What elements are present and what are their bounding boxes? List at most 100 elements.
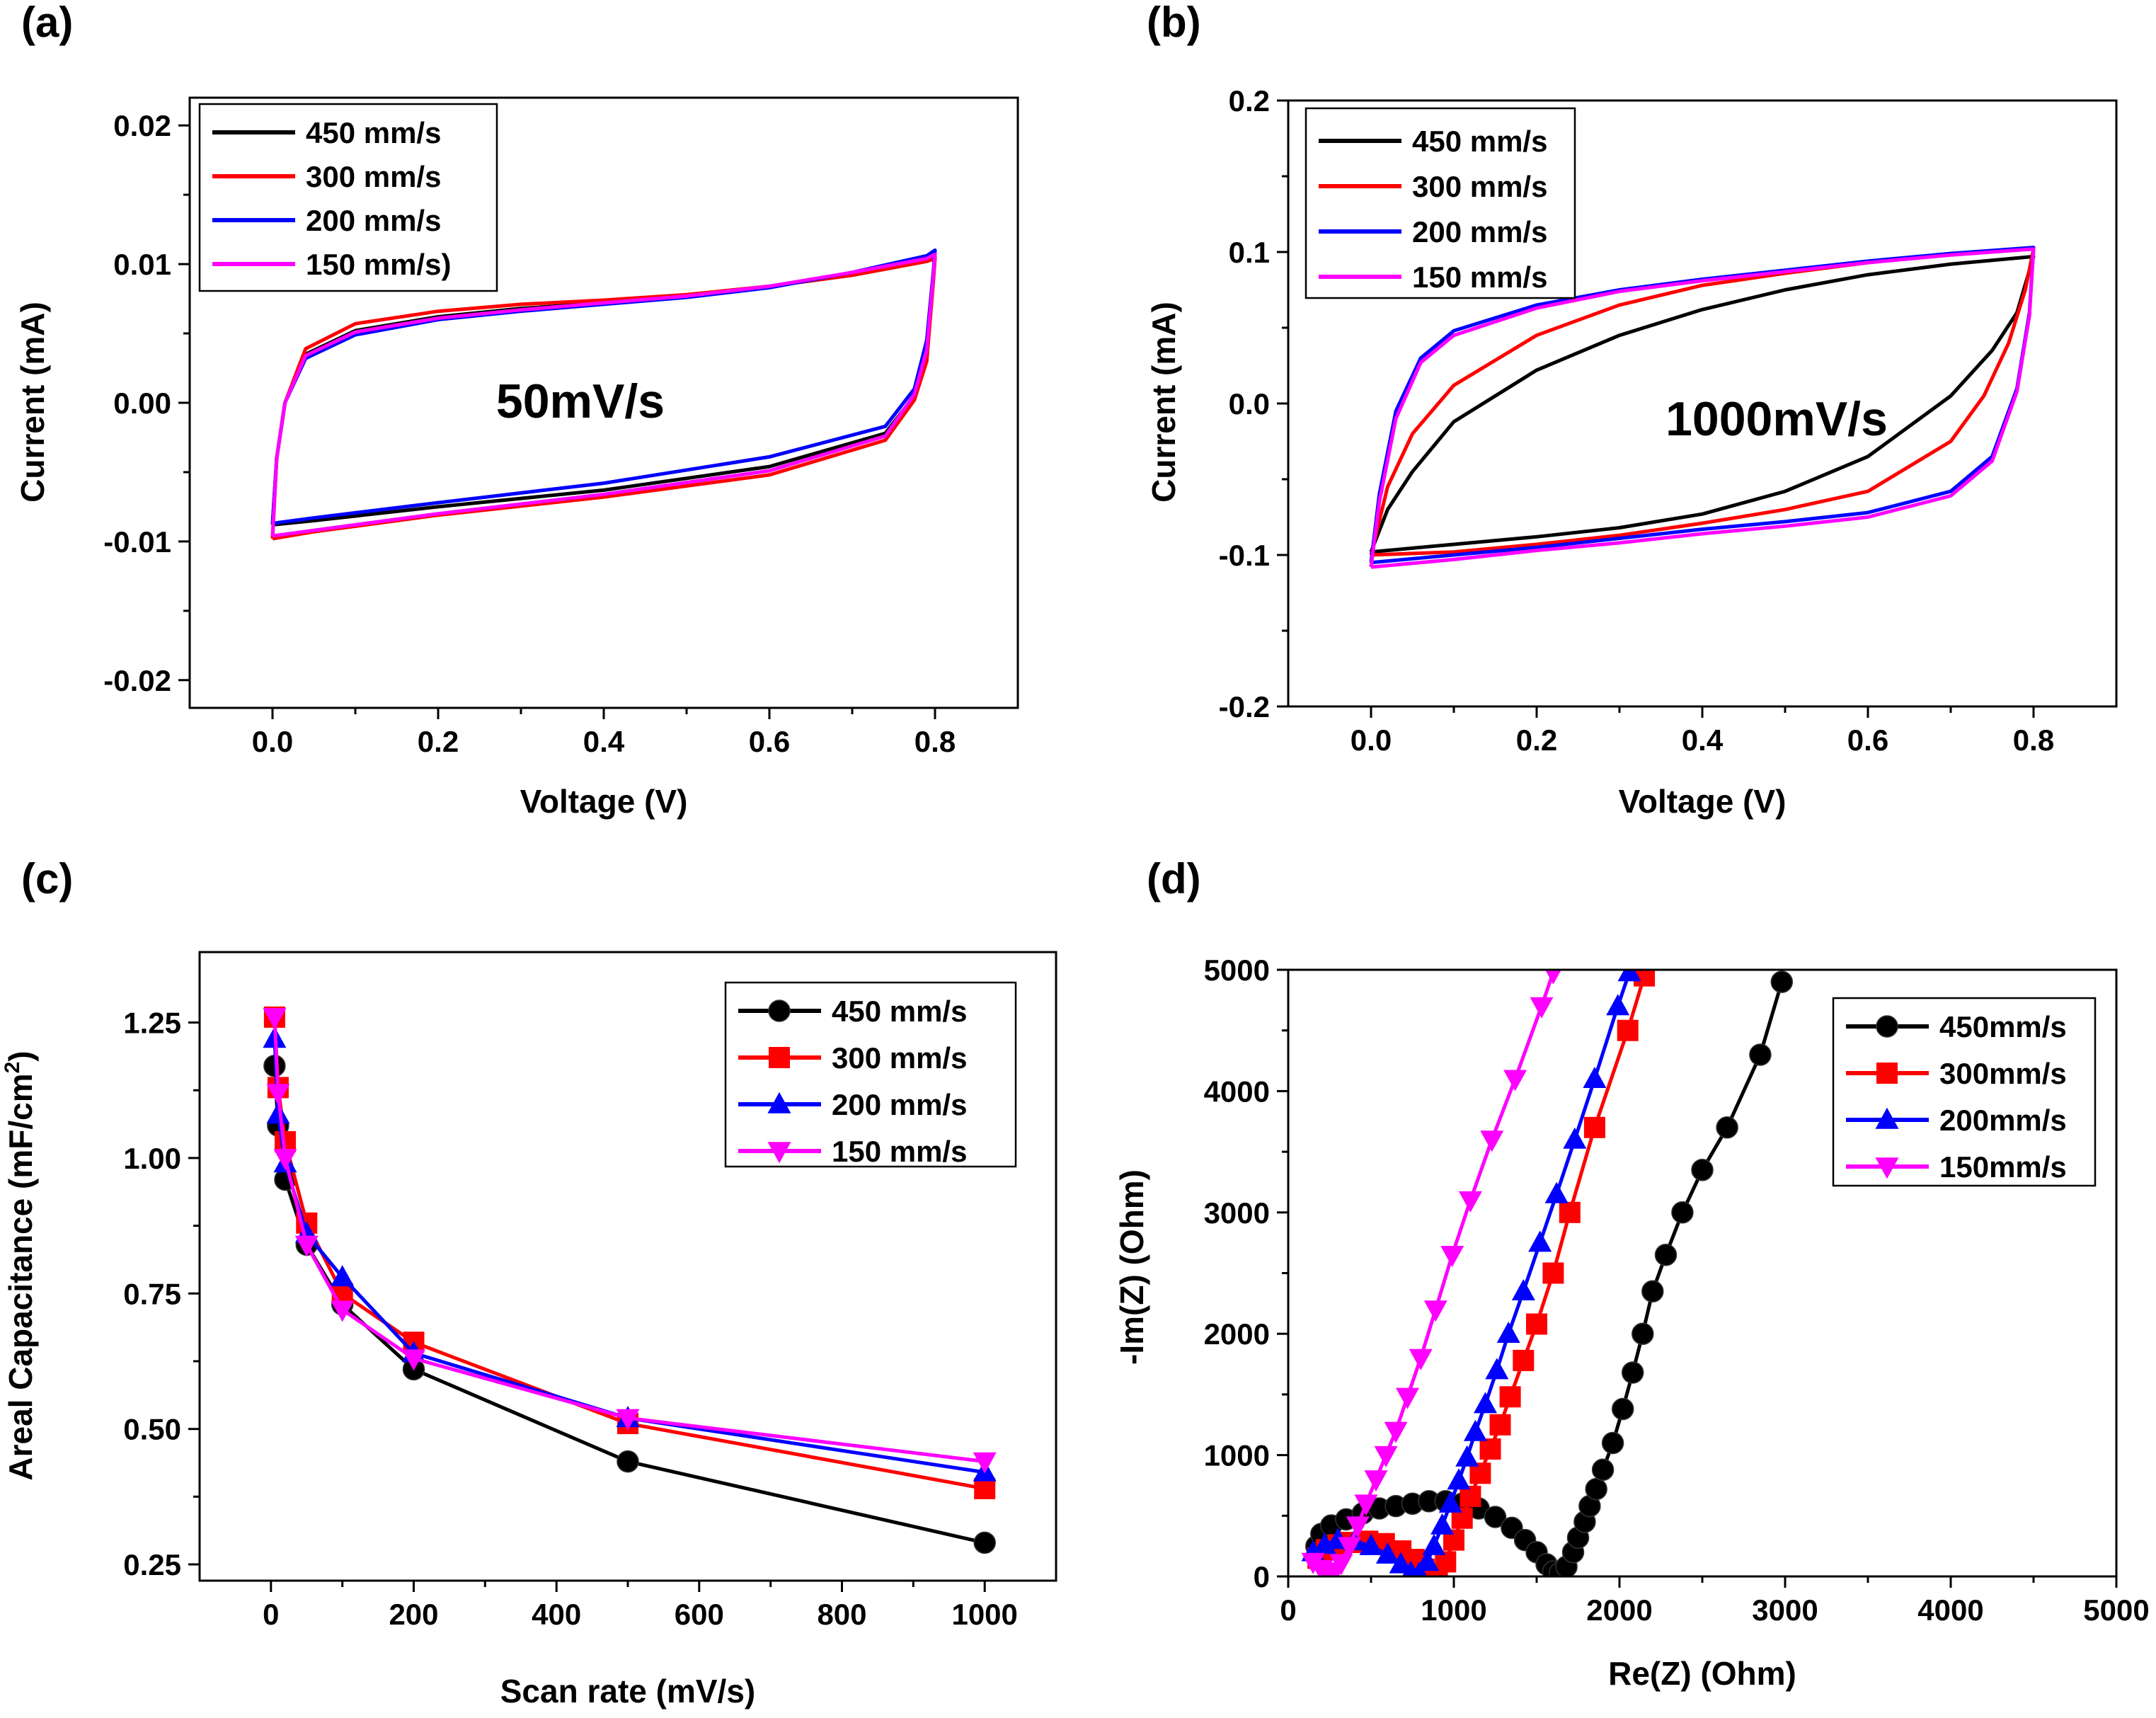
y-tick-label: 0.1	[1229, 236, 1270, 269]
legend-label-2: 300mm/s	[1939, 1057, 2067, 1090]
data-point-3-13	[1438, 1491, 1462, 1513]
x-tick-label: 0.6	[1847, 723, 1888, 757]
y-axis-label: Areal Capacitance (mF/cm2)	[1, 1050, 39, 1480]
data-point-4-5	[1329, 1554, 1353, 1576]
chart-a: 0.0 0.2 0.4 0.6 0.8 -0.02 -0.01 0.00 0.01 0.02 Vol…	[14, 96, 1019, 820]
series-line-4	[273, 1017, 985, 1464]
data-point-3-12	[1430, 1513, 1455, 1535]
data-point-2-17	[1479, 1438, 1501, 1460]
data-point-1-37	[1770, 970, 1794, 993]
y-axis-label-superscript: 2	[1, 1062, 24, 1074]
y-tick-label: 0.50	[123, 1413, 181, 1446]
data-point-3-16	[1463, 1419, 1487, 1441]
x-tick-label: 0.2	[418, 725, 459, 758]
legend-label-4: 150 mm/s)	[306, 248, 451, 281]
data-point-1-30	[1632, 1322, 1654, 1345]
data-point-4-9	[1364, 1470, 1388, 1492]
series-line-4	[1369, 247, 2036, 569]
legend-marker-4	[1875, 1157, 1899, 1179]
x-tick-label: 0.4	[1682, 723, 1724, 757]
data-point-4-13	[1409, 1348, 1433, 1370]
legend-label-2: 300 mm/s	[306, 160, 441, 193]
x-axis-label: Voltage (V)	[1619, 783, 1787, 820]
data-point-4-20	[1545, 970, 1561, 985]
data-point-3-5	[1359, 1533, 1383, 1555]
y-tick-label: 4000	[1204, 1075, 1270, 1108]
data-point-2-25	[1617, 1019, 1639, 1041]
y-tick-label: -0.02	[103, 664, 171, 697]
x-tick-label: 800	[817, 1598, 866, 1631]
y-tick-label: 0.2	[1229, 84, 1270, 118]
y-tick-label: 0.0	[1229, 387, 1270, 420]
data-point-1-8	[973, 1531, 996, 1554]
legend-label-1: 450mm/s	[1939, 1010, 2067, 1043]
data-point-3-17	[1474, 1392, 1497, 1414]
x-tick-label: 1000	[951, 1598, 1017, 1631]
legend-label-3: 200 mm/s	[306, 204, 441, 237]
legend-label-1: 450 mm/s	[832, 995, 967, 1028]
x-axis-label: Scan rate (mV/s)	[500, 1673, 755, 1710]
legend-marker-2	[769, 1047, 790, 1068]
legend-box	[198, 103, 498, 292]
x-tick-label: 0.0	[1351, 723, 1392, 757]
data-point-1-28	[1611, 1397, 1634, 1421]
data-point-4-17	[1480, 1130, 1504, 1152]
data-point-4-14	[1423, 1300, 1447, 1322]
data-point-1-25	[1585, 1477, 1607, 1501]
y-tick-label: 1.00	[123, 1142, 181, 1175]
panel-label-c: (c)	[21, 855, 73, 903]
data-point-4-1	[263, 1008, 287, 1030]
data-point-3-24	[1583, 1067, 1607, 1088]
data-point-3-25	[1606, 994, 1630, 1016]
x-tick-label: 0.8	[2013, 723, 2054, 757]
legend-label-4: 150 mm/s	[832, 1135, 967, 1168]
data-point-1-33	[1671, 1201, 1694, 1224]
data-point-1-13	[1484, 1506, 1507, 1528]
x-tick-label: 400	[532, 1598, 581, 1631]
data-point-4-12	[1396, 1387, 1419, 1409]
x-tick-label: 0.6	[749, 725, 790, 758]
y-tick-label: 1.25	[123, 1007, 181, 1040]
data-point-2-21	[1526, 1313, 1547, 1335]
data-point-4-3	[273, 1149, 297, 1171]
series-line-2	[270, 256, 937, 541]
x-tick-label: 2000	[1586, 1593, 1652, 1627]
data-point-1-36	[1749, 1043, 1772, 1066]
plot-annotation: 1000mV/s	[1665, 392, 1888, 446]
data-point-4-7	[1346, 1516, 1370, 1538]
legend-label-1: 450 mm/s	[1412, 125, 1547, 158]
y-tick-label: 0.00	[113, 386, 171, 420]
plot-area	[270, 248, 937, 541]
data-point-4-6	[1338, 1537, 1362, 1559]
legend-label-4: 150mm/s	[1939, 1150, 2067, 1184]
legend-label-2: 300 mm/s	[1412, 170, 1547, 203]
panel-label-a: (a)	[21, 0, 73, 46]
data-point-4-10	[1374, 1445, 1398, 1467]
y-tick-label: 0.02	[113, 109, 171, 142]
data-point-4-16	[1458, 1191, 1482, 1213]
data-point-3-2	[266, 1102, 290, 1124]
y-tick-label: 2000	[1204, 1317, 1270, 1351]
data-point-2-23	[1559, 1201, 1581, 1223]
data-point-1-32	[1654, 1244, 1678, 1266]
plot-area	[1369, 246, 2036, 569]
data-point-4-4	[294, 1235, 319, 1257]
data-point-1-29	[1621, 1361, 1644, 1384]
data-point-3-18	[1485, 1358, 1509, 1380]
y-axis-label: -Im(Z) (Ohm)	[1113, 1169, 1150, 1365]
x-axis-label: Voltage (V)	[520, 783, 688, 820]
data-point-1-26	[1591, 1458, 1615, 1481]
x-tick-label: 0.4	[583, 725, 625, 758]
data-point-4-19	[1530, 997, 1554, 1019]
data-point-1-7	[617, 1450, 639, 1473]
x-tick-label: 3000	[1752, 1593, 1818, 1627]
y-tick-label: 5000	[1204, 954, 1270, 987]
data-point-2-20	[1513, 1349, 1535, 1371]
y-tick-label: 0.01	[113, 248, 171, 281]
y-axis-label: Current (mA)	[14, 302, 51, 503]
y-tick-label: -0.1	[1219, 539, 1270, 572]
chart-c: 0 200 400 600 800 1000 0.25 0.50 0.75 1.00 1.25 Sca…	[1, 951, 1057, 1710]
data-point-3-21	[1528, 1230, 1552, 1252]
y-tick-label: -0.01	[103, 525, 171, 559]
data-point-2-19	[1499, 1386, 1521, 1408]
